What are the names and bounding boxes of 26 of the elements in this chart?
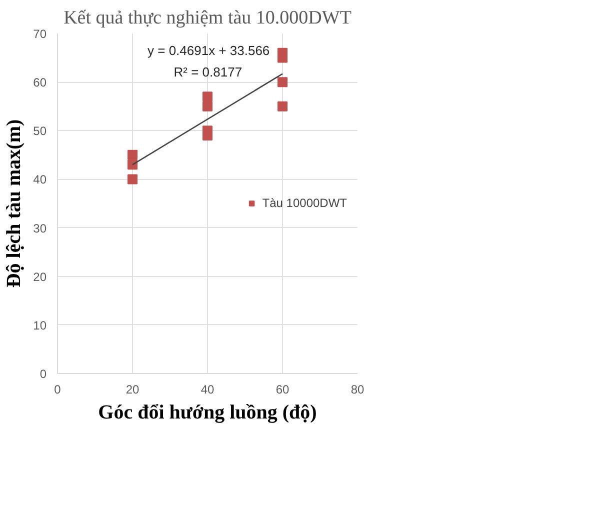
point (202, 92, 212, 102)
point (128, 150, 138, 160)
y-tick-label: 30 (33, 221, 47, 236)
y-tick-label: 40 (33, 172, 47, 187)
x-tick-label: 40 (200, 382, 214, 396)
y-tick-label: 70 (33, 27, 47, 41)
x-tick-label: 60 (276, 382, 290, 396)
x-tick-label: 0 (54, 382, 62, 396)
x-axis-title: Góc đổi hướng luồng (độ) (98, 402, 317, 424)
y-tick-label: 20 (33, 270, 47, 284)
annotation: y = 0.4691x + 33.566 (148, 42, 270, 58)
chart-title: Kết quả thực nghiệm tàu 10.000DWT (64, 8, 352, 28)
legend-label: Tàu 10000DWT (262, 196, 347, 210)
point (278, 77, 288, 88)
y-tick-label: 10 (33, 318, 47, 332)
point (128, 174, 138, 184)
point (128, 160, 138, 170)
x-tick-label: 20 (126, 382, 140, 396)
point (202, 101, 212, 112)
y-axis-title: Độ lệch tàu max(m) (3, 119, 26, 288)
point (278, 101, 288, 112)
x-tick-label: 80 (350, 382, 364, 396)
annotation: R² = 0.8177 (174, 64, 242, 80)
y-tick-label: 0 (40, 367, 47, 381)
y-tick-label: 50 (33, 124, 47, 138)
y-tick-label: 60 (33, 76, 47, 90)
